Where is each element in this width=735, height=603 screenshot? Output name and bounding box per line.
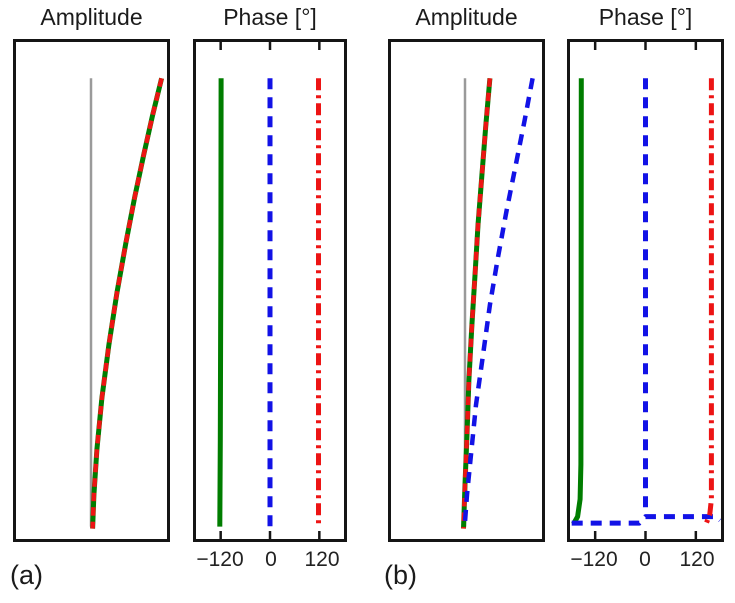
subfigure-label-a: (a) [10, 560, 43, 590]
chart-svg-a-phase [217, 42, 321, 539]
panel-b-amplitude-title: Amplitude [415, 4, 518, 30]
chart-svg-a-amplitude [89, 77, 165, 529]
panel-b-phase-title: Phase [°] [598, 4, 693, 30]
a-phase-tick-120: 120 [304, 548, 340, 571]
b-phase-tick-120: 120 [679, 548, 715, 571]
b-phase-tick-neg120: −120 [570, 548, 618, 571]
chart-svg-b-amplitude [461, 77, 535, 529]
b-phase-tick-0: 0 [639, 548, 651, 571]
panel-b-amplitude-plot [388, 39, 545, 542]
panel-a-amplitude-title: Amplitude [40, 4, 143, 30]
panel-a-phase-plot [193, 39, 347, 542]
subfigure-label-b: (b) [384, 560, 417, 590]
panel-b-phase-plot [567, 39, 724, 542]
chart-svg-b-phase [571, 42, 721, 539]
panel-a-phase-title: Phase [°] [223, 4, 317, 30]
a-phase-tick-0: 0 [265, 548, 277, 571]
a-phase-tick-neg120: −120 [196, 548, 244, 571]
panel-a-amplitude-plot [13, 39, 170, 542]
